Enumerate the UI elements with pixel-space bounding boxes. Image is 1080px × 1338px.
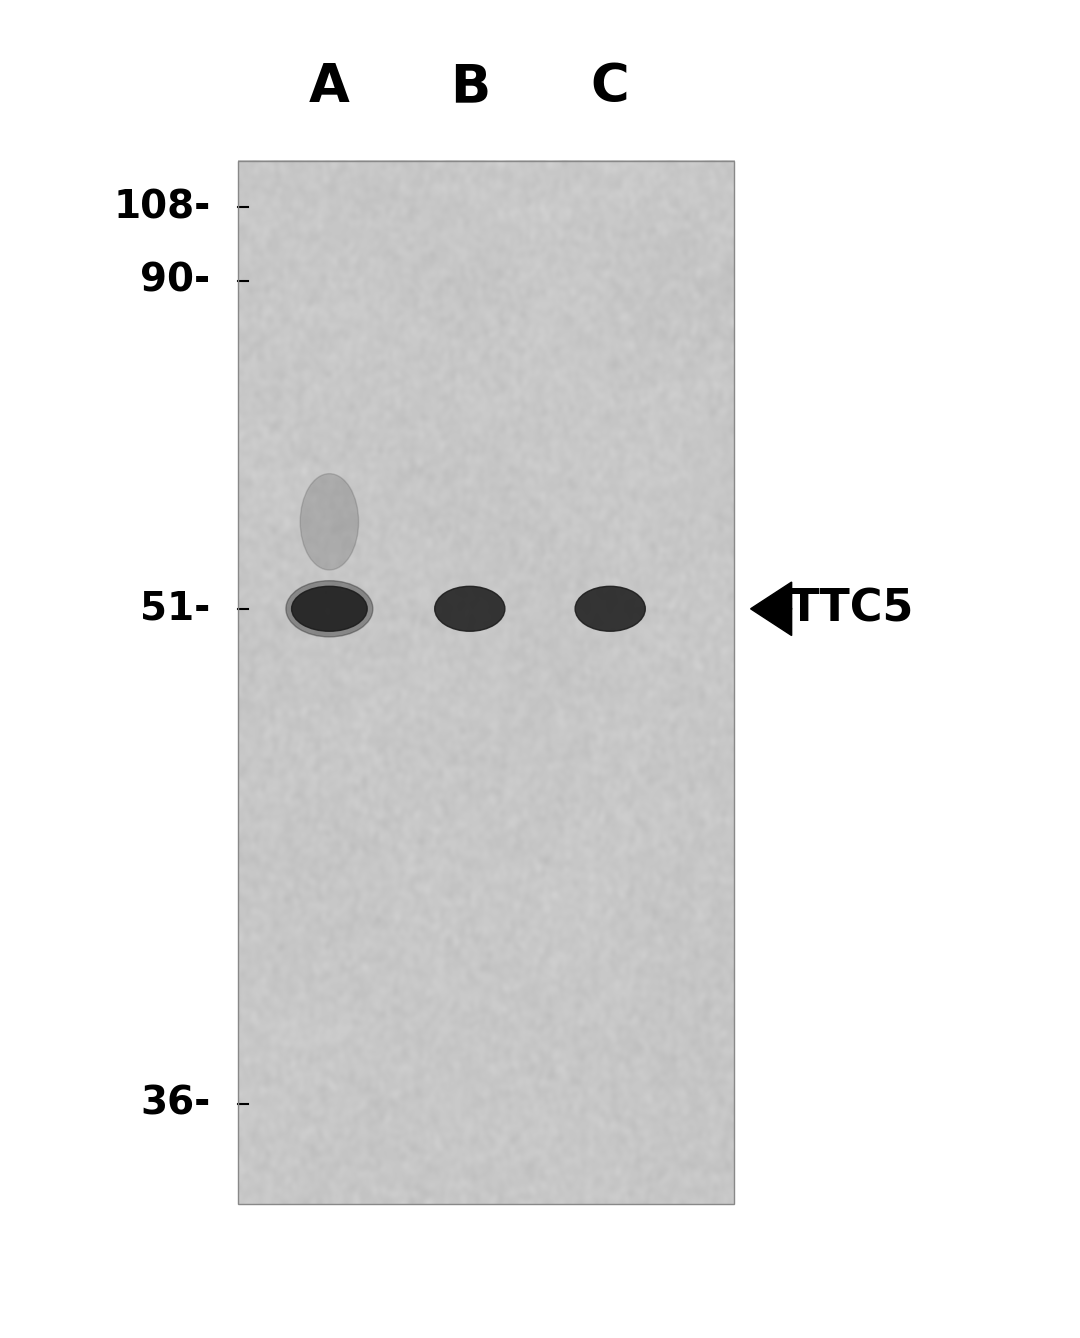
Text: TTC5: TTC5 bbox=[788, 587, 914, 630]
Text: B: B bbox=[449, 62, 490, 112]
Ellipse shape bbox=[300, 474, 359, 570]
Bar bbox=[238, 161, 734, 1204]
Ellipse shape bbox=[286, 581, 373, 637]
Text: 36-: 36- bbox=[140, 1085, 211, 1123]
Text: A: A bbox=[309, 62, 350, 112]
Ellipse shape bbox=[292, 586, 367, 632]
Text: C: C bbox=[591, 62, 630, 112]
Ellipse shape bbox=[575, 586, 646, 632]
Text: 51-: 51- bbox=[140, 590, 211, 628]
FancyArrow shape bbox=[751, 582, 792, 636]
Ellipse shape bbox=[434, 586, 505, 632]
Text: 108-: 108- bbox=[113, 189, 211, 226]
Text: 90-: 90- bbox=[140, 262, 211, 300]
